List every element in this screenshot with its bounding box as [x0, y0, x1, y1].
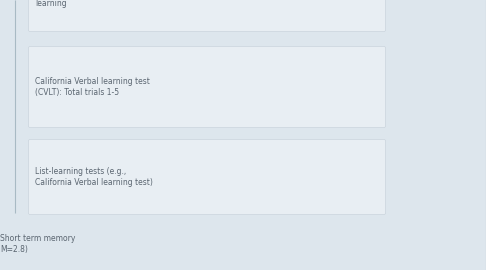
Text: Short term memory
M=2.8): Short term memory M=2.8) — [0, 234, 75, 254]
FancyBboxPatch shape — [29, 46, 385, 127]
Text: learning: learning — [35, 0, 67, 8]
Text: California Verbal learning test
(CVLT): Total trials 1-5: California Verbal learning test (CVLT): … — [35, 77, 150, 97]
Text: List-learning tests (e.g.,
California Verbal learning test): List-learning tests (e.g., California Ve… — [35, 167, 153, 187]
FancyBboxPatch shape — [29, 140, 385, 214]
FancyBboxPatch shape — [29, 0, 385, 32]
